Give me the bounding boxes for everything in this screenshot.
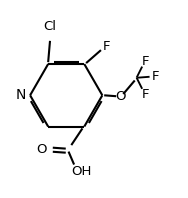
Text: OH: OH [72,165,92,178]
Text: O: O [116,90,126,103]
Text: F: F [142,54,149,68]
Text: O: O [36,143,46,156]
Text: F: F [152,70,159,83]
Text: F: F [142,88,149,101]
Text: Cl: Cl [43,20,57,32]
Text: N: N [16,88,26,102]
Text: F: F [103,40,111,53]
